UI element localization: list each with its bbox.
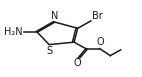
Text: S: S — [46, 46, 52, 56]
Text: O: O — [73, 58, 81, 68]
Text: O: O — [96, 37, 104, 47]
Text: N: N — [51, 11, 59, 21]
Text: H₂N: H₂N — [4, 27, 23, 37]
Text: Br: Br — [92, 11, 102, 21]
